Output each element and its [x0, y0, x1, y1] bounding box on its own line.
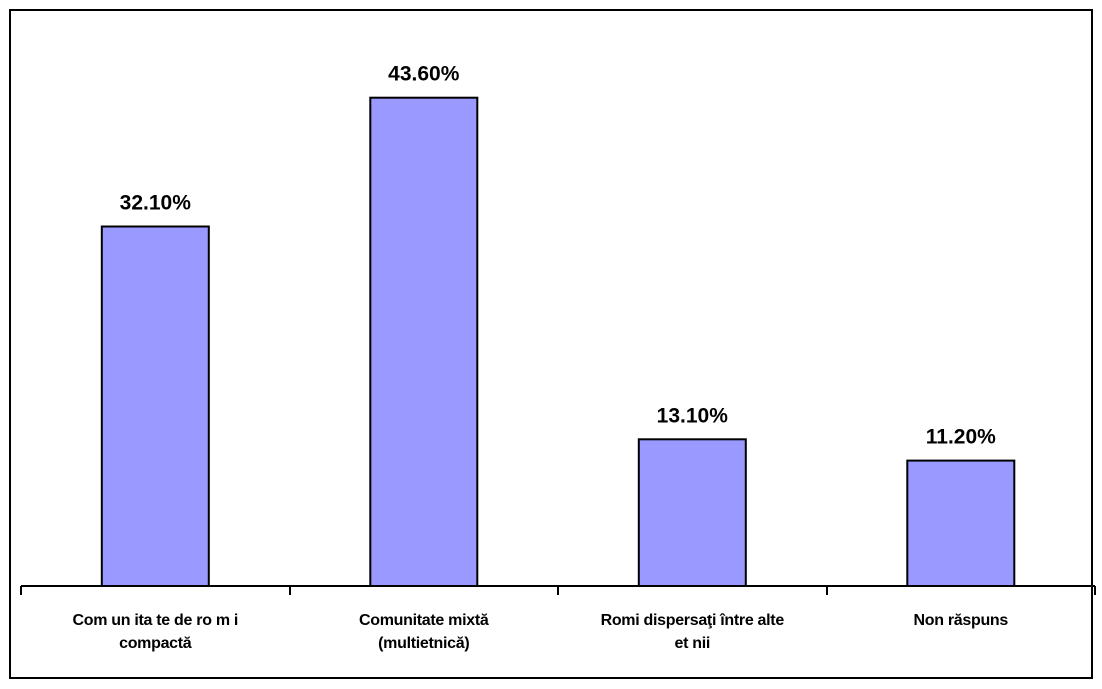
bar — [369, 96, 479, 587]
category-label-line: Comunitate mixtă — [359, 612, 489, 629]
category-label-line: Romi dispersaţi între alte — [600, 612, 785, 629]
data-label: 32.10% — [120, 192, 192, 215]
category-label: Comunitate mixtă (multietnică) — [314, 609, 534, 655]
bar — [637, 438, 747, 587]
category-label-line: compactă — [119, 635, 192, 652]
category-label: Romi dispersaţi între alte et nii — [582, 609, 802, 655]
category-label-line: Non răspuns — [913, 612, 1009, 629]
bar — [906, 459, 1016, 588]
category-label-line: (multietnică) — [378, 635, 470, 652]
bar — [100, 225, 210, 587]
data-label: 11.20% — [926, 426, 996, 449]
category-label: Com un ita te de ro m i compactă — [45, 609, 265, 655]
data-label: 13.10% — [657, 404, 729, 427]
data-label: 43.60% — [388, 63, 460, 86]
category-label-line: Com un ita te de ro m i — [72, 612, 239, 629]
category-label: Non răspuns — [851, 609, 1071, 632]
category-label-line: et nii — [674, 635, 711, 652]
